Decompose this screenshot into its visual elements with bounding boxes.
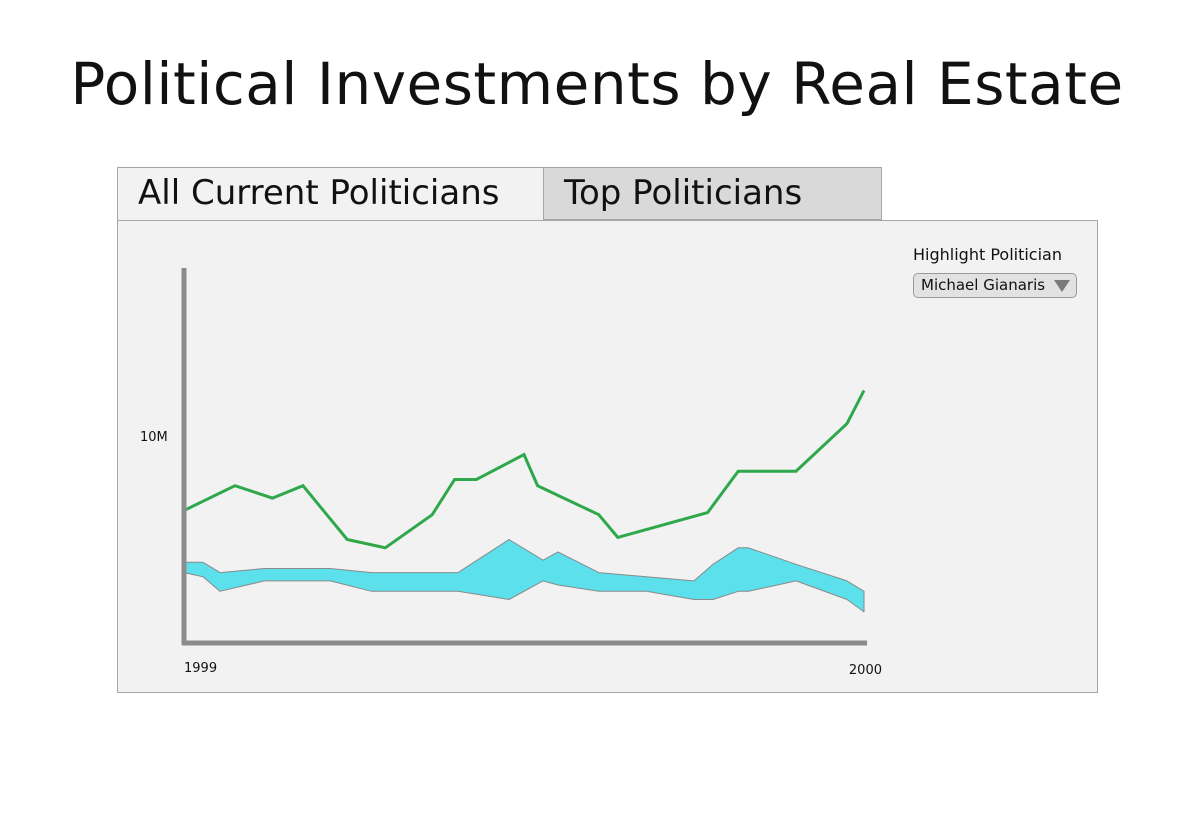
x-tick-label-end: 2000 [849,663,882,678]
highlight-politician-label: Highlight Politician [913,245,1062,264]
politician-select-value: Michael Gianaris [921,276,1046,294]
highlight-line-group [183,389,866,550]
chart-panel: 1999 2000 10M Highlight Politician Michael… [117,220,1098,693]
range-band [183,539,865,613]
tick-labels: 1999 2000 10M [140,430,882,678]
y-tick-label: 10M [140,430,168,445]
range-band-group [183,539,865,613]
tab-top-politicians[interactable]: Top Politicians [543,167,882,220]
politician-select[interactable]: Michael Gianaris [913,273,1077,298]
page-title: Political Investments by Real Estate [70,50,1124,118]
x-tick-label-start: 1999 [184,661,217,676]
chevron-down-icon [1054,280,1070,292]
investment-chart: 1999 2000 10M [140,268,882,678]
highlight-politician-line [183,389,866,550]
tab-all-current-politicians[interactable]: All Current Politicians [117,167,544,220]
